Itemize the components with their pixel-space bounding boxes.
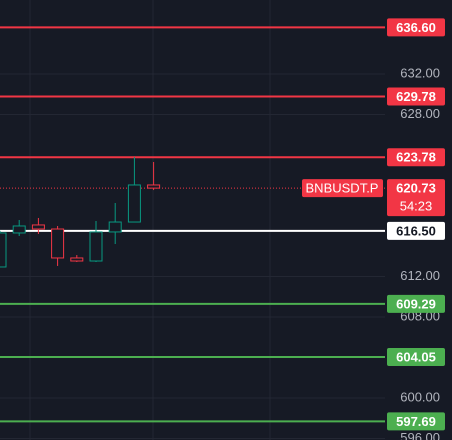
price-label: 623.78	[396, 150, 436, 165]
price-label-box	[387, 347, 445, 366]
candle-body	[12, 225, 26, 234]
price-label-box	[387, 148, 445, 167]
price-label-box	[387, 294, 445, 313]
y-tick-label: 632.00	[400, 65, 440, 80]
price-label-box	[387, 412, 445, 431]
price-label: 609.29	[396, 296, 436, 311]
candle-body	[70, 257, 84, 262]
candle-body	[31, 224, 45, 230]
candle-body	[0, 232, 7, 268]
y-tick-label: 600.00	[400, 389, 440, 404]
price-label-box	[387, 18, 445, 37]
price-label-box	[387, 87, 445, 106]
price-label: 629.78	[396, 89, 436, 104]
y-tick-label: 612.00	[400, 268, 440, 283]
last-price-label: 620.73	[396, 181, 436, 196]
price-label: 636.60	[396, 20, 436, 35]
candle-body	[127, 184, 141, 223]
symbol-label: BNBUSDT.P	[306, 181, 379, 196]
price-label: 616.50	[396, 223, 436, 238]
candle-body	[108, 221, 122, 233]
candle-body	[147, 184, 161, 189]
candle-body	[51, 228, 65, 259]
last-price-box	[387, 179, 445, 217]
y-tick-label: 628.00	[400, 106, 440, 121]
countdown-label: 54:23	[400, 199, 433, 214]
price-label: 604.05	[396, 349, 436, 364]
y-tick-label: 596.00	[400, 430, 440, 440]
price-label-box	[387, 221, 445, 240]
symbol-box	[302, 179, 383, 198]
price-label: 597.69	[396, 414, 436, 429]
candle-body	[89, 231, 103, 262]
